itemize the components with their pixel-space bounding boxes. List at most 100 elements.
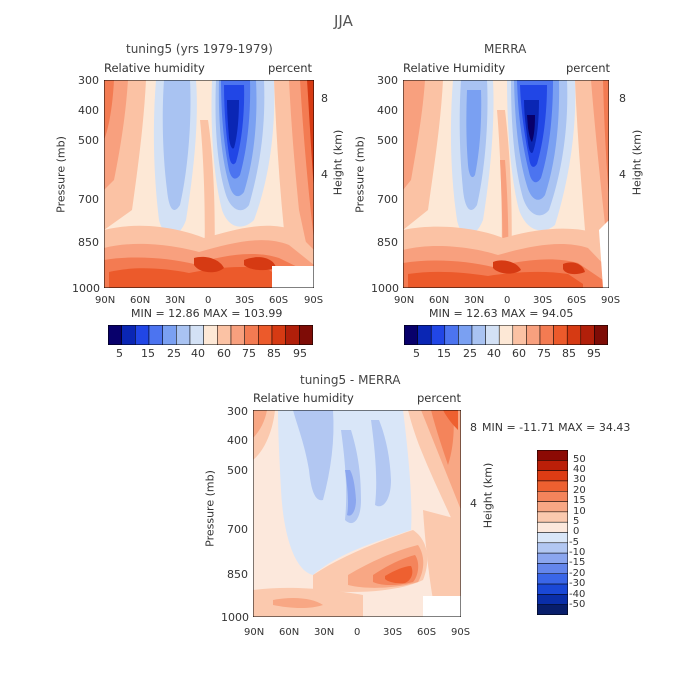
colorbar-cell bbox=[537, 521, 568, 533]
panel1-ptick-1000: 1000 bbox=[72, 282, 100, 295]
panel1-units-label: percent bbox=[268, 61, 313, 75]
colorbar-cell bbox=[537, 470, 568, 482]
colorbar-cell bbox=[537, 480, 568, 492]
panel3-cbar-label-50: 50 bbox=[573, 454, 586, 465]
colorbar-cell bbox=[189, 325, 204, 345]
panel2-cbar-label-5: 5 bbox=[413, 347, 420, 360]
panel3-contour-plot bbox=[253, 410, 461, 617]
colorbar-cell bbox=[537, 450, 568, 461]
panel3-stats: MIN = -11.71 MAX = 34.43 bbox=[482, 421, 631, 434]
panel2-colorbar-cells bbox=[404, 325, 608, 345]
panel2-ptick-300: 300 bbox=[377, 74, 398, 87]
panel2-y2label: Height (km) bbox=[630, 129, 644, 196]
panel3-lat-30S: 30S bbox=[383, 627, 403, 638]
panel3-ptick-850: 850 bbox=[227, 568, 248, 581]
panel2-ptick-1000: 1000 bbox=[371, 282, 399, 295]
colorbar-cell bbox=[537, 511, 568, 523]
panel3-cbar-label-neg5: -5 bbox=[569, 537, 579, 548]
panel2-stats: MIN = 12.63 MAX = 94.05 bbox=[429, 307, 574, 320]
panel2-units-label: percent bbox=[566, 61, 611, 75]
colorbar-cell bbox=[526, 325, 541, 345]
colorbar-cell bbox=[404, 325, 418, 345]
panel3-variable-label: Relative humidity bbox=[253, 391, 354, 405]
panel3-title: tuning5 - MERRA bbox=[300, 373, 401, 387]
panel1-ptick-700: 700 bbox=[78, 193, 99, 206]
colorbar-cell bbox=[162, 325, 177, 345]
panel3-ptick-500: 500 bbox=[227, 464, 248, 477]
panel3-ptick-700: 700 bbox=[227, 523, 248, 536]
panel3-cbar-label-20: 20 bbox=[573, 485, 586, 496]
panel2-cbar-label-75: 75 bbox=[537, 347, 551, 360]
colorbar-cell bbox=[135, 325, 150, 345]
panel3-cbar-label-30: 30 bbox=[573, 474, 586, 485]
colorbar-cell bbox=[537, 542, 568, 554]
panel2-cbar-label-15: 15 bbox=[437, 347, 451, 360]
panel1-ptick-500: 500 bbox=[78, 134, 99, 147]
panel3-cbar-label-0: 0 bbox=[573, 526, 580, 537]
panel2-cbar-label-95: 95 bbox=[587, 347, 601, 360]
panel3-cbar-label-neg15: -15 bbox=[569, 557, 586, 568]
panel1-contour-plot bbox=[104, 80, 314, 288]
panel2-lat-90S: 90S bbox=[601, 295, 621, 306]
panel3-htick-8: 8 bbox=[470, 421, 477, 434]
colorbar-cell bbox=[285, 325, 300, 345]
panel3-cbar-label-40: 40 bbox=[573, 464, 586, 475]
panel2-ylabel: Pressure (mb) bbox=[353, 136, 367, 213]
panel2-cbar-label-85: 85 bbox=[562, 347, 576, 360]
colorbar-cell bbox=[537, 604, 568, 615]
panel1-lat-60N: 60N bbox=[130, 295, 151, 306]
panel3-ptick-400: 400 bbox=[227, 434, 248, 447]
panel3-lat-60N: 60N bbox=[279, 627, 300, 638]
panel1-ptick-400: 400 bbox=[78, 104, 99, 117]
panel3-cbar-label-5: 5 bbox=[573, 516, 580, 527]
panel3-ptick-1000: 1000 bbox=[221, 611, 249, 624]
panel2-htick-4: 4 bbox=[619, 168, 626, 181]
colorbar-cell bbox=[537, 552, 568, 564]
panel3-cbar-label-neg20: -20 bbox=[569, 568, 586, 579]
panel2-lat-30N: 30N bbox=[464, 295, 485, 306]
colorbar-cell bbox=[148, 325, 163, 345]
panel1-cbar-label-40: 40 bbox=[191, 347, 205, 360]
panel1-cbar-label-95: 95 bbox=[293, 347, 307, 360]
panel1-cbar-label-15: 15 bbox=[141, 347, 155, 360]
panel1-y2label: Height (km) bbox=[331, 129, 345, 196]
panel1-lat-30N: 30N bbox=[165, 295, 186, 306]
colorbar-cell bbox=[203, 325, 218, 345]
colorbar-cell bbox=[217, 325, 232, 345]
panel2-title: MERRA bbox=[484, 42, 527, 56]
panel3-lat-60S: 60S bbox=[417, 627, 437, 638]
panel1-lat-30S: 30S bbox=[235, 295, 255, 306]
panel2-colorbar bbox=[404, 325, 608, 345]
panel2-cbar-label-60: 60 bbox=[512, 347, 526, 360]
panel1-stats: MIN = 12.86 MAX = 103.99 bbox=[131, 307, 283, 320]
colorbar-cell bbox=[537, 491, 568, 502]
panel2-cbar-label-25: 25 bbox=[463, 347, 477, 360]
panel3-cbar-label-15: 15 bbox=[573, 495, 586, 506]
panel3-lat-0: 0 bbox=[354, 627, 361, 638]
panel3-ptick-300: 300 bbox=[227, 405, 248, 418]
colorbar-cell bbox=[539, 325, 554, 345]
panel1-cbar-label-75: 75 bbox=[242, 347, 256, 360]
panel3-colorbar bbox=[537, 450, 568, 615]
colorbar-cell bbox=[537, 594, 568, 605]
panel1-lat-90N: 90N bbox=[95, 295, 116, 306]
colorbar-cell bbox=[512, 325, 527, 345]
colorbar-cell bbox=[537, 460, 568, 471]
colorbar-cell bbox=[537, 573, 568, 585]
colorbar-cell bbox=[566, 325, 582, 345]
panel3-lat-90S: 90S bbox=[451, 627, 471, 638]
colorbar-cell bbox=[471, 325, 486, 345]
panel1-ylabel: Pressure (mb) bbox=[54, 136, 68, 213]
panel1-lat-60S: 60S bbox=[269, 295, 289, 306]
panel2-lat-30S: 30S bbox=[533, 295, 553, 306]
panel2-lat-0: 0 bbox=[504, 295, 511, 306]
colorbar-cell bbox=[458, 325, 473, 345]
colorbar-cell bbox=[417, 325, 432, 345]
panel1-cbar-label-60: 60 bbox=[217, 347, 231, 360]
panel2-ptick-700: 700 bbox=[377, 193, 398, 206]
colorbar-cell bbox=[594, 325, 608, 345]
colorbar-cell bbox=[230, 325, 245, 345]
colorbar-cell bbox=[299, 325, 313, 345]
panel2-htick-8: 8 bbox=[619, 92, 626, 105]
panel3-cbar-label-neg10: -10 bbox=[569, 547, 586, 558]
